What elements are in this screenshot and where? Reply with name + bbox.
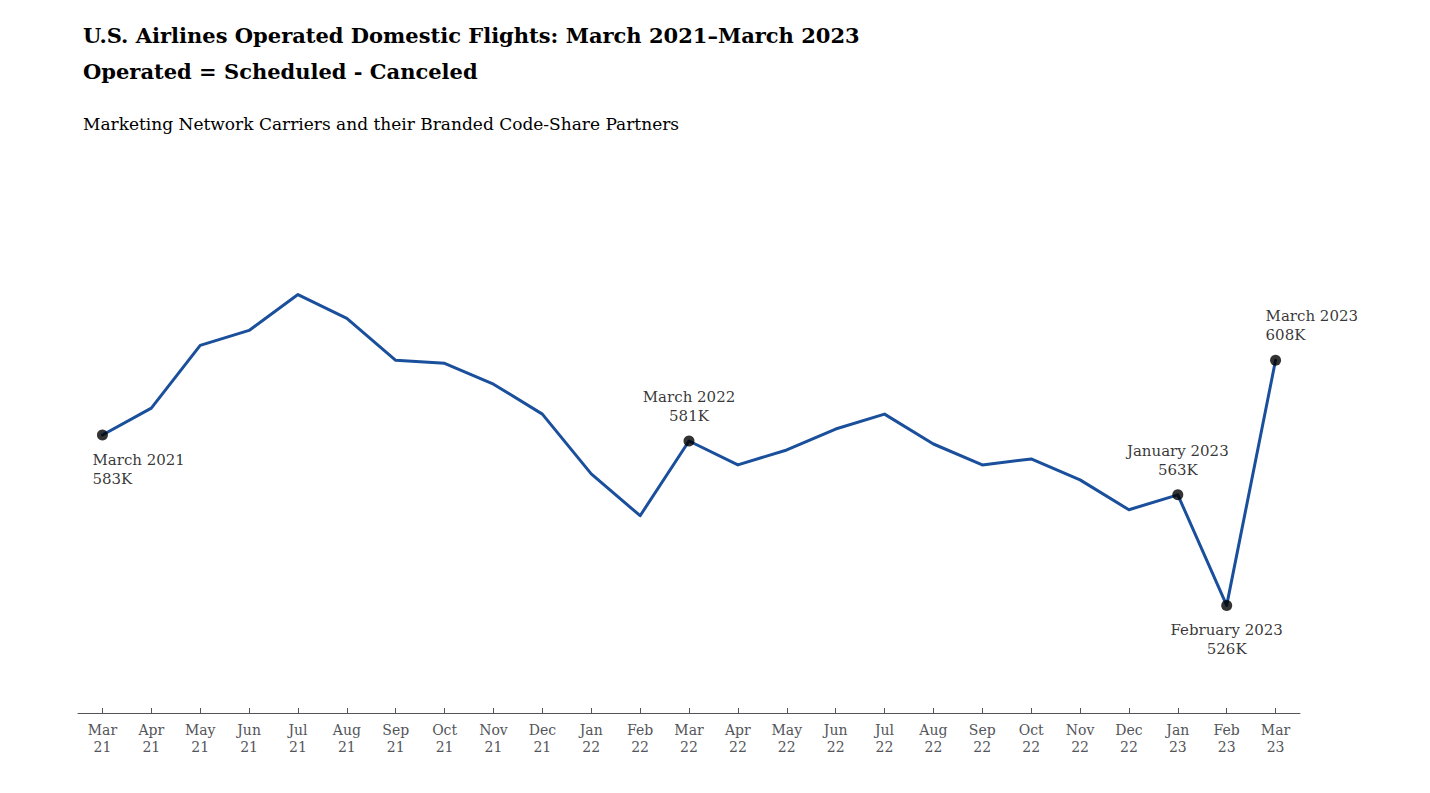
- svg-text:Sep: Sep: [969, 722, 996, 738]
- svg-text:22: 22: [631, 739, 649, 755]
- svg-text:Feb: Feb: [627, 722, 653, 738]
- svg-text:526K: 526K: [1207, 640, 1248, 658]
- svg-text:Marketing Network Carriers and: Marketing Network Carriers and their Bra…: [83, 114, 679, 134]
- svg-text:Operated = Scheduled - Cancele: Operated = Scheduled - Canceled: [83, 59, 478, 84]
- svg-text:608K: 608K: [1266, 326, 1307, 344]
- svg-text:583K: 583K: [92, 470, 133, 488]
- svg-text:January 2023: January 2023: [1125, 442, 1229, 460]
- svg-text:Jun: Jun: [235, 722, 261, 738]
- svg-text:22: 22: [582, 739, 600, 755]
- svg-text:Apr: Apr: [137, 722, 164, 738]
- svg-text:Jan: Jan: [1164, 722, 1189, 738]
- svg-text:563K: 563K: [1158, 461, 1199, 479]
- svg-text:22: 22: [1120, 739, 1138, 755]
- svg-text:Sep: Sep: [382, 722, 409, 738]
- svg-text:Jul: Jul: [286, 722, 308, 738]
- svg-text:Mar: Mar: [88, 722, 118, 738]
- svg-text:23: 23: [1218, 739, 1236, 755]
- svg-text:21: 21: [533, 739, 551, 755]
- svg-text:May: May: [771, 722, 802, 738]
- svg-text:22: 22: [827, 739, 845, 755]
- svg-text:March 2021: March 2021: [92, 451, 184, 469]
- svg-text:21: 21: [289, 739, 307, 755]
- svg-text:Oct: Oct: [432, 722, 457, 738]
- svg-text:Dec: Dec: [1115, 722, 1143, 738]
- svg-text:U.S. Airlines Operated Domesti: U.S. Airlines Operated Domestic Flights:…: [83, 23, 860, 48]
- svg-text:22: 22: [973, 739, 991, 755]
- svg-text:Nov: Nov: [1066, 722, 1095, 738]
- svg-text:581K: 581K: [669, 407, 710, 425]
- svg-text:March 2022: March 2022: [643, 388, 735, 406]
- svg-text:Mar: Mar: [674, 722, 704, 738]
- svg-text:22: 22: [876, 739, 894, 755]
- svg-text:22: 22: [924, 739, 942, 755]
- svg-text:21: 21: [436, 739, 454, 755]
- svg-text:Aug: Aug: [918, 722, 947, 738]
- svg-text:22: 22: [1071, 739, 1089, 755]
- svg-text:Aug: Aug: [332, 722, 361, 738]
- svg-text:February 2023: February 2023: [1170, 621, 1282, 639]
- svg-text:22: 22: [778, 739, 796, 755]
- svg-text:21: 21: [338, 739, 356, 755]
- svg-text:Jul: Jul: [873, 722, 895, 738]
- svg-text:23: 23: [1267, 739, 1285, 755]
- svg-text:May: May: [185, 722, 216, 738]
- svg-text:Nov: Nov: [479, 722, 508, 738]
- svg-text:21: 21: [387, 739, 405, 755]
- svg-text:Oct: Oct: [1019, 722, 1044, 738]
- svg-text:22: 22: [1022, 739, 1040, 755]
- svg-text:Jan: Jan: [578, 722, 603, 738]
- svg-text:Jun: Jun: [822, 722, 848, 738]
- svg-text:Apr: Apr: [724, 722, 751, 738]
- svg-text:Mar: Mar: [1261, 722, 1291, 738]
- svg-text:21: 21: [94, 739, 112, 755]
- svg-text:21: 21: [142, 739, 160, 755]
- svg-text:21: 21: [191, 739, 209, 755]
- svg-text:21: 21: [485, 739, 503, 755]
- svg-text:23: 23: [1169, 739, 1187, 755]
- svg-text:21: 21: [240, 739, 258, 755]
- svg-text:March 2023: March 2023: [1266, 307, 1358, 325]
- svg-text:22: 22: [729, 739, 747, 755]
- svg-text:Dec: Dec: [529, 722, 557, 738]
- svg-text:Feb: Feb: [1214, 722, 1240, 738]
- svg-text:22: 22: [680, 739, 698, 755]
